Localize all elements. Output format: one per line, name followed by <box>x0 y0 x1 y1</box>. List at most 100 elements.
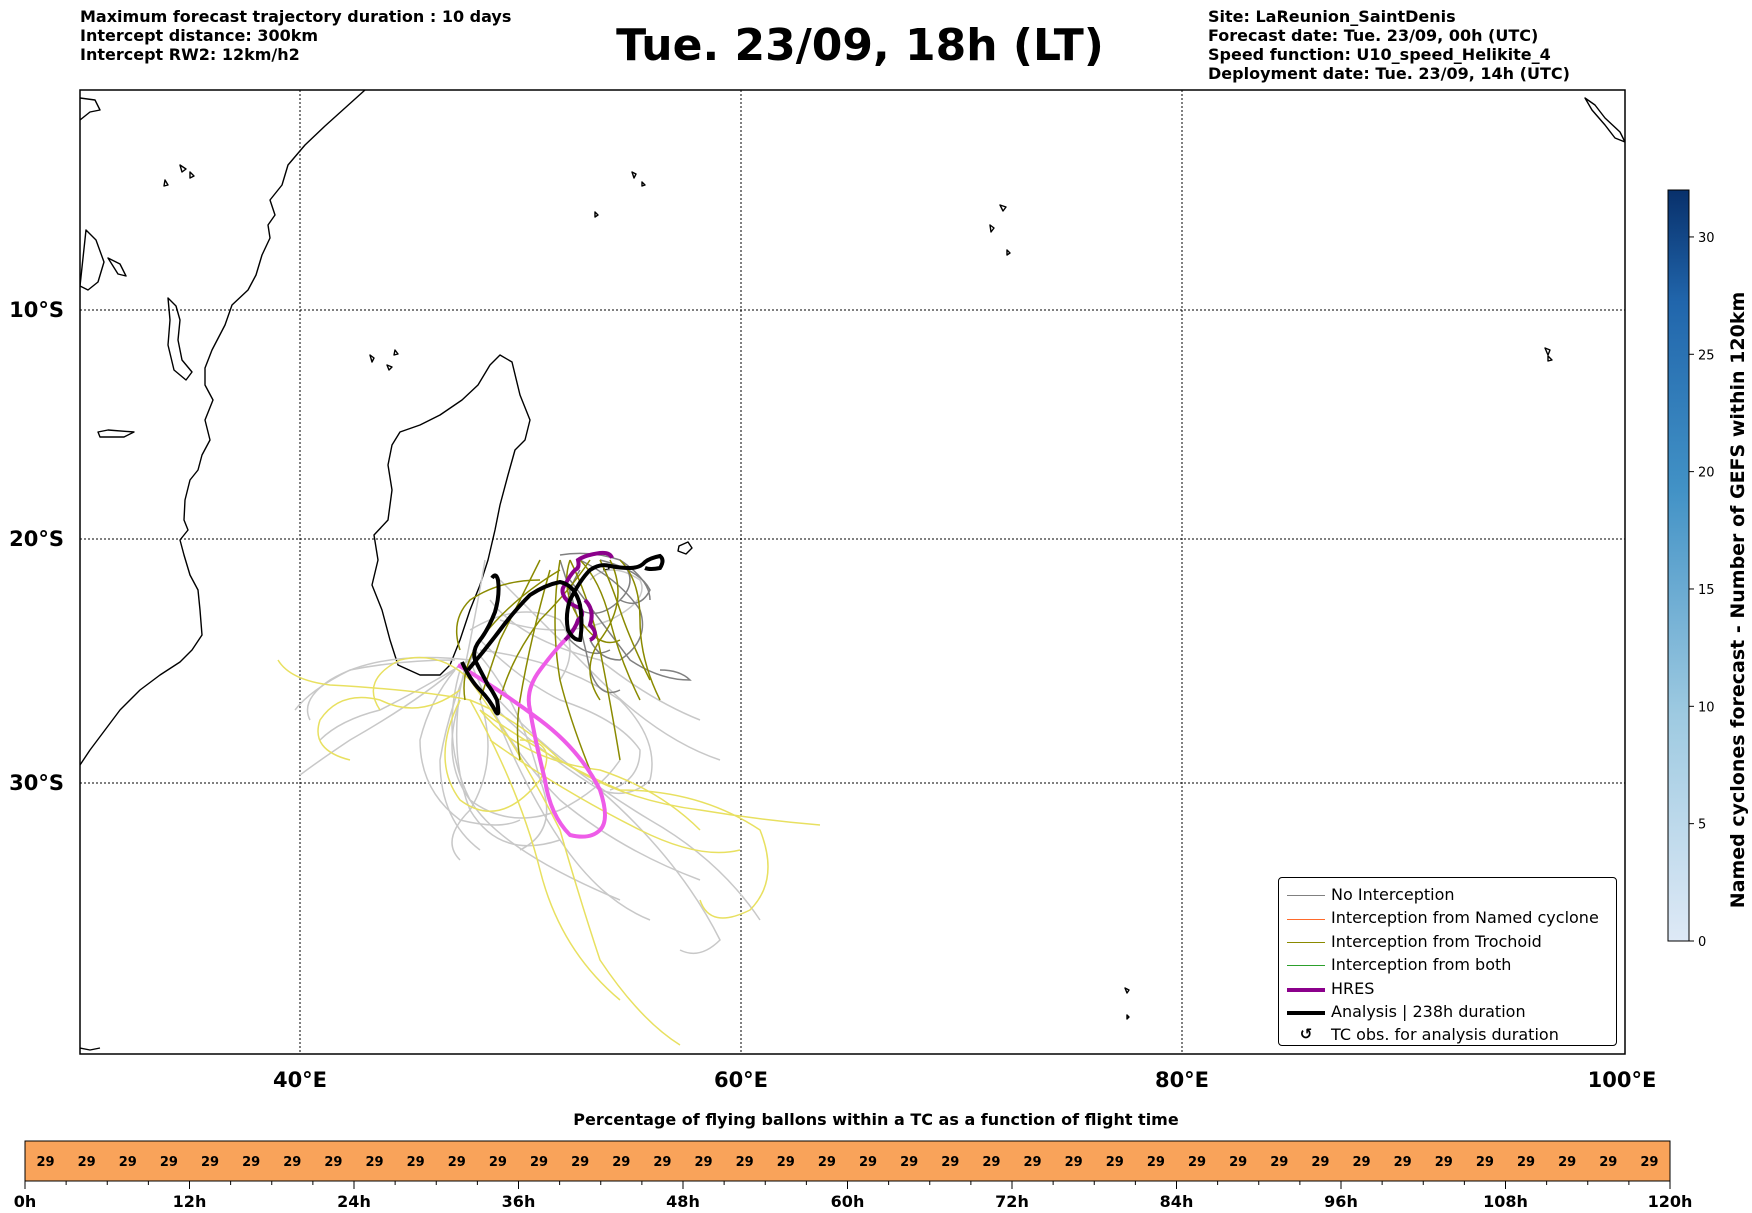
flight-bar-cell-value: 29 <box>612 1155 630 1170</box>
speed-function-text: Speed function: U10_speed_Helikite_4 <box>1208 45 1551 64</box>
intercept-distance-text: Intercept distance: 300km <box>80 26 319 45</box>
flight-bar-cell-value: 29 <box>571 1155 589 1170</box>
legend-line-swatch <box>1287 987 1325 992</box>
flight-bar-axis: 0h 12h 24h 36h 48h 60h 72h 84h 96h 108h 120h <box>14 1181 1693 1211</box>
legend-label: HRES <box>1331 978 1375 998</box>
hres-trajectory-early <box>456 638 607 839</box>
legend-item: Interception from Trochoid <box>1279 931 1616 954</box>
flight-bar-cell-value: 29 <box>242 1155 260 1170</box>
flight-bar-cell-value: 29 <box>1558 1155 1576 1170</box>
africa-horn-coast <box>80 97 101 121</box>
page-title: Tue. 23/09, 18h (LT) <box>616 20 1104 71</box>
flight-axis-label: 96h <box>1324 1192 1358 1211</box>
lat-tick-20s: 20°S <box>9 527 64 551</box>
run-info-right: Site: LaReunion_SaintDenis Forecast date… <box>1208 7 1570 83</box>
lon-tick-100e: 100°E <box>1588 1068 1657 1092</box>
flight-bar-cell-value: 29 <box>900 1155 918 1170</box>
comoros-islands <box>369 349 399 371</box>
flight-bar-cell-value: 29 <box>37 1155 55 1170</box>
flight-bar-cell-value: 29 <box>1476 1155 1494 1170</box>
lon-tick-labels: 40°E 60°E 80°E 100°E <box>273 1068 1656 1092</box>
colorbar-tick-label: 10 <box>1698 700 1715 715</box>
deployment-date-text: Deployment date: Tue. 23/09, 14h (UTC) <box>1208 64 1570 83</box>
coastlines <box>80 90 1625 1051</box>
flight-bar-cell-value: 29 <box>78 1155 96 1170</box>
gridlines <box>80 90 1625 1054</box>
legend-item: ↺ TC obs. for analysis duration <box>1279 1024 1616 1047</box>
flight-bar-cell-value: 29 <box>119 1155 137 1170</box>
site-text: Site: LaReunion_SaintDenis <box>1208 7 1456 26</box>
flight-bar-cell-value: 29 <box>407 1155 425 1170</box>
lon-tick-60e: 60°E <box>714 1068 768 1092</box>
legend-item: HRES <box>1279 978 1616 1001</box>
flight-bar-cell-value: 29 <box>1270 1155 1288 1170</box>
maldives-tip <box>1584 97 1625 143</box>
colorbar-label: Named cyclones forecast - Number of GEFS… <box>1727 291 1749 909</box>
flight-bar-cell-value: 29 <box>1147 1155 1165 1170</box>
hres-loop <box>583 598 597 642</box>
run-info-left: Maximum forecast trajectory duration : 1… <box>80 7 511 64</box>
legend-line-swatch <box>1287 1011 1325 1015</box>
flight-bar-cell-value: 29 <box>695 1155 713 1170</box>
flight-bar-cell-value: 29 <box>859 1155 877 1170</box>
legend-label: TC obs. for analysis duration <box>1331 1025 1559 1045</box>
flight-bar-cell-value: 29 <box>366 1155 384 1170</box>
madagascar-coast <box>371 354 531 676</box>
analysis-trajectory-main <box>466 553 665 672</box>
legend-label: Analysis | 238h duration <box>1331 1002 1526 1021</box>
flight-axis-label: 48h <box>666 1192 700 1211</box>
legend-item: Analysis | 238h duration <box>1279 1001 1616 1024</box>
tc-obs-icon: ↺ <box>1299 1025 1313 1044</box>
africa-coast <box>80 90 366 766</box>
africa-east-islands <box>163 164 195 187</box>
flight-bar-cell-value: 29 <box>1394 1155 1412 1170</box>
colorbar-tick-label: 25 <box>1698 348 1715 363</box>
legend-label: Interception from both <box>1331 955 1512 975</box>
flight-axis-label: 60h <box>831 1192 865 1211</box>
flight-bar-cell-value: 29 <box>1188 1155 1206 1170</box>
ensemble-yellow <box>277 656 821 1046</box>
colorbar-tick-label: 30 <box>1698 231 1715 246</box>
cocos-islands <box>1544 347 1553 362</box>
flight-bar <box>24 1140 1671 1182</box>
max-duration-text: Maximum forecast trajectory duration : 1… <box>80 7 512 26</box>
flight-bar-cell-value: 29 <box>982 1155 1000 1170</box>
legend-label: Interception from Named cyclone <box>1331 908 1599 928</box>
flight-bar-title: Percentage of flying ballons within a TC… <box>573 1110 1179 1129</box>
flight-bar-cell-value: 29 <box>1065 1155 1083 1170</box>
colorbar-tick-label: 20 <box>1698 466 1715 481</box>
flight-axis-label: 108h <box>1483 1192 1528 1211</box>
flight-axis-label: 72h <box>995 1192 1029 1211</box>
intercept-rw2-text: Intercept RW2: 12km/h2 <box>80 45 300 64</box>
flight-bar-cell-value: 29 <box>653 1155 671 1170</box>
lat-tick-10s: 10°S <box>9 298 64 322</box>
legend-line-swatch <box>1287 918 1325 920</box>
flight-bar-cell-value: 29 <box>1353 1155 1371 1170</box>
flight-bar-cell-value: 29 <box>1106 1155 1124 1170</box>
flight-bar-cell-value: 29 <box>160 1155 178 1170</box>
flight-bar-cell-value: 29 <box>1435 1155 1453 1170</box>
flight-bar-cell-value: 29 <box>777 1155 795 1170</box>
legend-label: Interception from Trochoid <box>1331 931 1542 951</box>
lon-tick-40e: 40°E <box>273 1068 327 1092</box>
mascarene-west <box>80 229 193 438</box>
flight-bar-cell-value: 29 <box>1024 1155 1042 1170</box>
flight-bar-cell-value: 29 <box>1229 1155 1247 1170</box>
legend-label: No Interception <box>1331 885 1455 904</box>
flight-axis-label: 120h <box>1648 1192 1693 1211</box>
forecast-date-text: Forecast date: Tue. 23/09, 00h (UTC) <box>1208 26 1539 45</box>
flight-axis-label: 12h <box>173 1192 207 1211</box>
chagos <box>989 204 1011 256</box>
flight-bar-cell-value: 29 <box>201 1155 219 1170</box>
lat-tick-labels: 10°S 20°S 30°S <box>9 298 64 795</box>
legend: No Interception Interception from Named c… <box>1278 877 1617 1046</box>
flight-bar-cell-value: 29 <box>283 1155 301 1170</box>
flight-bar-cell-value: 29 <box>1599 1155 1617 1170</box>
flight-axis-label: 36h <box>502 1192 536 1211</box>
colorbar-tick-label: 0 <box>1698 935 1706 950</box>
flight-bar-cell-value: 29 <box>736 1155 754 1170</box>
lon-tick-80e: 80°E <box>1155 1068 1209 1092</box>
flight-axis-label: 24h <box>337 1192 371 1211</box>
legend-item: Interception from Named cyclone <box>1279 907 1616 930</box>
flight-bar-cell-value: 29 <box>1517 1155 1535 1170</box>
